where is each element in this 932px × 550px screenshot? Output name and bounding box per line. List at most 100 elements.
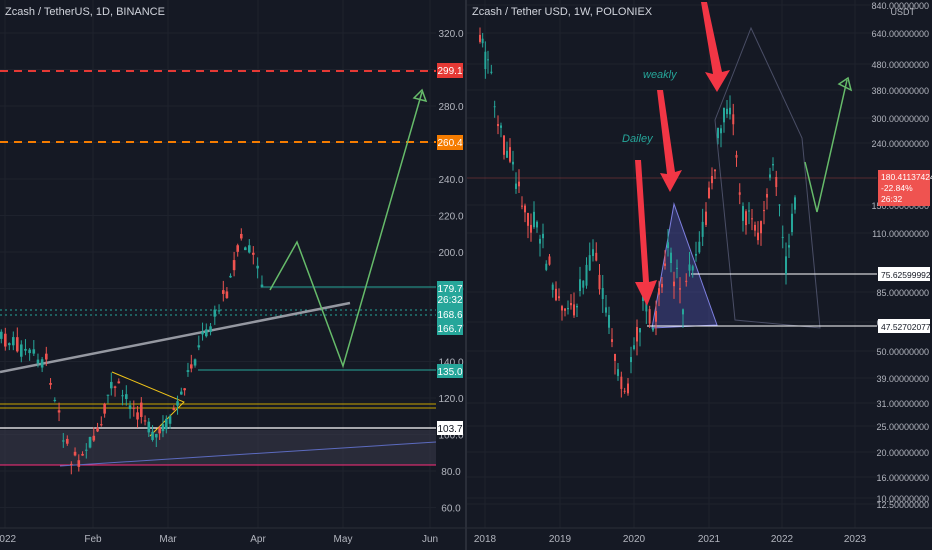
candle-body	[183, 388, 186, 391]
candle-body	[729, 107, 731, 115]
pane-divider[interactable]	[465, 0, 467, 550]
candle-body	[564, 308, 566, 311]
candle-body	[85, 449, 88, 451]
candle-body	[521, 205, 523, 207]
candle-body	[222, 290, 225, 294]
candle-body	[735, 154, 738, 158]
candle-body	[542, 233, 544, 239]
candle-body	[32, 349, 36, 354]
candle-body	[682, 309, 684, 315]
left-time-axis-label: Mar	[159, 534, 177, 545]
candle-body	[576, 305, 578, 308]
candle-body	[155, 434, 158, 438]
left-price-axis-label: 320.0	[438, 29, 463, 40]
candle-body	[217, 310, 221, 312]
candle-body	[695, 253, 697, 256]
left-chart-title: Zcash / TetherUS, 1D, BINANCE	[5, 6, 165, 18]
left-candles	[0, 228, 264, 475]
right-large-pattern	[714, 26, 821, 329]
candle-body	[0, 331, 3, 339]
left-demand-zone	[0, 430, 436, 465]
left-tag-support-white: 103.7	[437, 424, 462, 435]
candle-body	[232, 260, 236, 271]
right-price-axis-label: 300.00000000	[871, 114, 929, 124]
candle-body	[103, 403, 106, 414]
candle-body	[252, 252, 255, 255]
right-tag-change: -22.84%	[881, 183, 913, 193]
candle-body	[136, 412, 139, 420]
candle-body	[484, 51, 487, 70]
candle-body	[772, 164, 774, 166]
right-price-axis-label: 31.00000000	[876, 399, 929, 409]
candle-body	[539, 238, 541, 244]
left-time-axis-label: Apr	[250, 534, 266, 545]
candle-body	[110, 381, 113, 389]
candle-body	[658, 288, 660, 295]
candle-body	[691, 266, 694, 271]
right-chart-pane[interactable]: weakly Dailey USDT 840.00000000 640.00000…	[467, 0, 932, 550]
left-tag-resistance-red: 299.1	[437, 66, 462, 77]
candle-body	[100, 424, 103, 426]
candle-body	[655, 310, 657, 322]
candle-body	[633, 345, 635, 350]
candle-body	[788, 245, 790, 248]
candle-body	[723, 107, 725, 123]
arrow-down-3-icon	[635, 160, 657, 306]
candle-body	[524, 205, 526, 213]
candle-body	[757, 232, 759, 241]
candle-body	[642, 296, 644, 301]
candle-body	[73, 451, 77, 456]
candle-body	[536, 221, 538, 228]
candle-body	[125, 394, 128, 400]
candle-body	[688, 264, 691, 271]
right-price-axis: USDT 840.00000000 640.00000000 480.0000000…	[871, 0, 932, 528]
candle-body	[53, 399, 57, 401]
candle-body	[92, 435, 96, 441]
candle-body	[533, 211, 535, 228]
candle-body	[617, 369, 619, 376]
left-price-axis-label: 280.0	[438, 102, 463, 113]
candle-body	[180, 391, 183, 395]
candle-body	[158, 427, 161, 434]
left-chart-canvas[interactable]: 320.0300.0280.0260.0240.0220.0200.0180.0…	[0, 0, 466, 550]
right-price-axis-label: 240.00000000	[871, 139, 929, 149]
candle-body	[588, 255, 591, 271]
candle-body	[62, 440, 65, 442]
candle-body	[545, 263, 548, 270]
candle-body	[720, 128, 722, 134]
left-tag-countdown: 26:32	[437, 295, 462, 306]
right-time-axis-label: 2020	[623, 534, 646, 545]
right-price-axis-label: 39.00000000	[876, 374, 929, 384]
candle-body	[244, 247, 247, 251]
candle-body	[579, 279, 581, 292]
candle-body	[481, 38, 484, 44]
candle-body	[595, 252, 598, 261]
left-price-axis-label: 200.0	[438, 248, 463, 259]
candle-body	[512, 161, 514, 165]
candle-body	[582, 280, 585, 288]
candle-body	[570, 303, 572, 306]
candle-body	[630, 357, 632, 363]
left-yellow-triangle	[111, 371, 185, 437]
candle-body	[620, 376, 623, 389]
candle-body	[670, 252, 672, 264]
candle-body	[113, 386, 117, 388]
candle-body	[151, 431, 154, 440]
right-time-axis-label: 2023	[844, 534, 867, 545]
candle-body	[248, 245, 251, 253]
right-chart-canvas[interactable]: weakly Dailey USDT 840.00000000 640.00000…	[467, 0, 932, 550]
candle-body	[240, 233, 243, 239]
right-price-axis-label: 20.00000000	[876, 448, 929, 458]
left-price-axis-label: 100.0	[438, 431, 463, 442]
candle-body	[8, 343, 11, 346]
candle-body	[673, 281, 675, 287]
candle-body	[205, 329, 208, 337]
candle-body	[592, 249, 594, 257]
right-price-axis-label: 840.00000000	[871, 1, 929, 11]
right-price-axis-label: 640.00000000	[871, 29, 929, 39]
left-price-axis-label: 60.0	[441, 504, 461, 515]
left-chart-pane[interactable]: 320.0300.0280.0260.0240.0220.0200.0180.0…	[0, 0, 466, 550]
candle-body	[509, 147, 511, 162]
candle-body	[176, 401, 179, 406]
candle-body	[229, 275, 232, 278]
